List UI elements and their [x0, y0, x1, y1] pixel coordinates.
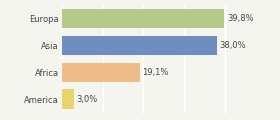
- Text: 19,1%: 19,1%: [142, 68, 169, 77]
- Text: 3,0%: 3,0%: [76, 95, 98, 104]
- Bar: [62, 9, 225, 28]
- Text: 38,0%: 38,0%: [220, 41, 246, 50]
- Bar: [62, 90, 74, 109]
- Bar: [62, 63, 140, 82]
- Text: 39,8%: 39,8%: [227, 14, 254, 23]
- Bar: [62, 36, 217, 55]
